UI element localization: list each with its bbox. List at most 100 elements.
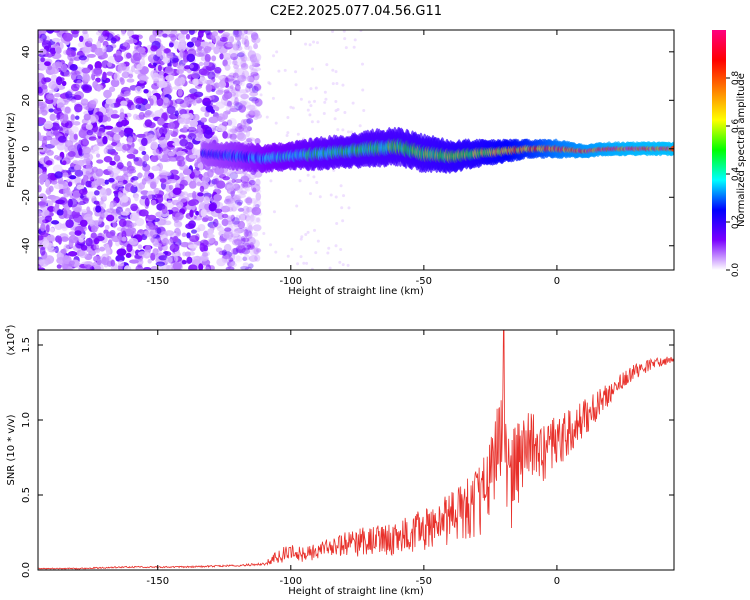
noise-cell: [234, 178, 243, 183]
noise-cell: [242, 226, 249, 232]
noise-cell: [45, 160, 53, 166]
noise-cell: [228, 224, 239, 233]
noise-cell: [248, 104, 257, 111]
noise-cell: [242, 205, 250, 215]
noise-cell: [225, 266, 235, 270]
noise-cell: [65, 219, 74, 229]
noise-cell: [313, 228, 317, 232]
noise-cell: [245, 129, 251, 138]
colorbar-tick-label: 0.6: [731, 119, 741, 134]
noise-cell: [78, 55, 87, 61]
noise-cell: [231, 194, 240, 202]
noise-cell: [315, 181, 319, 185]
noise-cell: [208, 265, 215, 270]
noise-cell: [113, 154, 121, 162]
noise-cell: [48, 89, 53, 94]
noise-cell: [228, 78, 238, 83]
y-tick-label: 0.5: [21, 487, 32, 503]
noise-cell: [341, 83, 345, 87]
noise-cell: [246, 206, 253, 213]
noise-cell: [333, 117, 337, 121]
noise-cell: [242, 256, 248, 261]
noise-cell: [180, 30, 189, 35]
noise-cell: [106, 117, 112, 122]
y-tick-label: 0: [21, 146, 32, 152]
noise-cell: [253, 53, 262, 62]
noise-cell: [122, 143, 132, 151]
noise-cell: [91, 123, 98, 133]
noise-cell: [172, 142, 182, 147]
noise-cell: [228, 48, 239, 57]
noise-cell: [73, 133, 78, 140]
noise-cell: [157, 64, 162, 72]
snr-scale-suffix: ): [6, 324, 17, 328]
noise-cell: [336, 128, 340, 132]
noise-cell: [73, 261, 80, 267]
noise-cell: [254, 254, 261, 262]
noise-cell: [38, 235, 44, 241]
noise-cell: [45, 187, 52, 196]
noise-cell: [294, 70, 298, 74]
noise-cell: [243, 173, 251, 181]
noise-cell: [238, 32, 245, 40]
noise-cell: [177, 88, 183, 97]
noise-cell: [162, 56, 171, 64]
noise-cell: [157, 30, 163, 36]
noise-cell: [127, 224, 133, 230]
noise-cell: [251, 85, 259, 94]
noise-cell: [228, 215, 235, 221]
noise-cell: [179, 109, 188, 116]
noise-cell: [188, 30, 195, 36]
noise-cell: [85, 237, 93, 247]
noise-cell: [240, 236, 246, 245]
noise-cell: [247, 236, 256, 246]
noise-cell: [50, 220, 60, 225]
noise-cell: [286, 254, 290, 258]
noise-cell: [142, 161, 148, 168]
noise-cell: [334, 109, 338, 113]
noise-cell: [248, 96, 258, 102]
noise-cell: [346, 263, 350, 267]
noise-cell: [202, 65, 212, 72]
noise-cell: [82, 84, 93, 92]
noise-cell: [88, 220, 95, 227]
noise-cell: [234, 68, 245, 77]
noise-cell: [254, 98, 263, 107]
noise-cell: [81, 146, 91, 155]
noise-cell: [110, 37, 117, 44]
noise-cell: [249, 91, 259, 97]
noise-cell: [238, 34, 244, 39]
noise-cell: [233, 238, 242, 246]
noise-cell: [169, 243, 180, 253]
noise-cell: [62, 264, 68, 270]
noise-cell: [322, 111, 326, 115]
noise-cell: [299, 237, 303, 241]
noise-cell: [234, 170, 244, 175]
noise-cell: [102, 136, 108, 145]
noise-cell: [145, 221, 154, 231]
noise-cell: [239, 100, 247, 107]
noise-cell: [80, 244, 88, 251]
noise-cell: [195, 84, 203, 89]
noise-cell: [199, 161, 204, 171]
noise-cell: [63, 71, 71, 77]
noise-cell: [309, 104, 313, 108]
noise-cell: [57, 135, 67, 143]
noise-cell: [68, 198, 78, 208]
x-tick-label: 0: [554, 576, 560, 587]
noise-cell: [43, 120, 54, 130]
noise-cell: [323, 90, 327, 94]
noise-cell: [208, 202, 217, 212]
noise-cell: [173, 218, 180, 223]
noise-cell: [238, 89, 249, 94]
noise-cell: [306, 230, 310, 234]
noise-cell: [127, 165, 136, 171]
noise-cell: [167, 178, 177, 184]
noise-cell: [186, 53, 196, 63]
noise-cell: [63, 128, 73, 134]
noise-cell: [234, 199, 244, 205]
noise-cell: [128, 73, 134, 79]
noise-cell: [225, 201, 235, 211]
noise-cell: [249, 64, 254, 70]
noise-cell: [55, 46, 62, 54]
